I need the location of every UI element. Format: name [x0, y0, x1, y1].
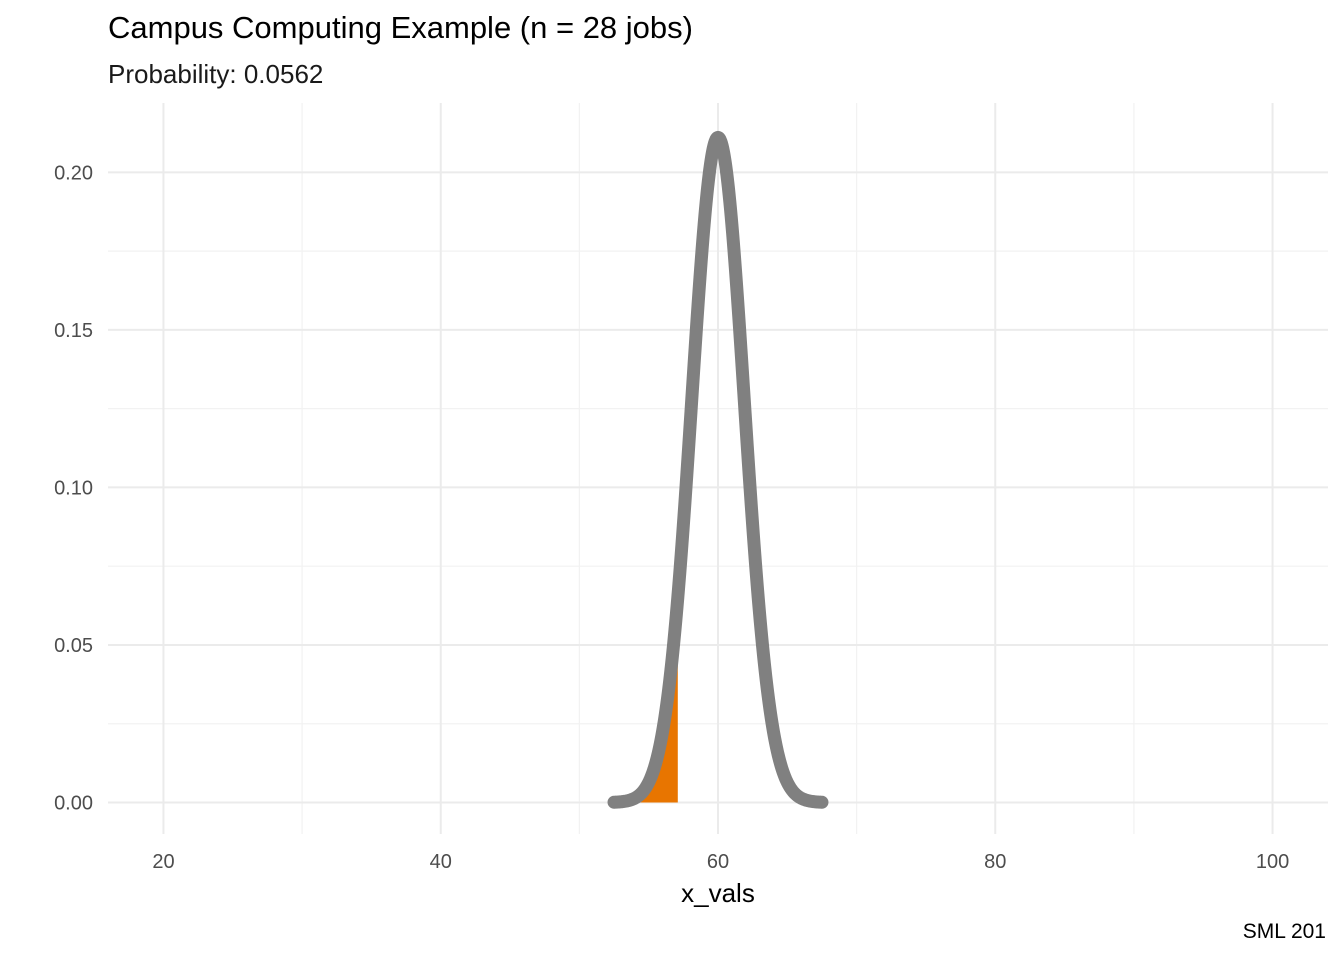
x-tick-label: 20: [152, 851, 174, 873]
y-tick-label: 0.00: [54, 792, 93, 814]
chart-caption: SML 201: [1242, 920, 1326, 943]
x-axis-title: x_vals: [681, 878, 755, 908]
x-axis-tick-labels: 20 40 60 80 100: [152, 851, 1289, 873]
x-tick-label: 60: [707, 851, 729, 873]
y-axis-tick-labels: 0.00 0.05 0.10 0.15 0.20: [54, 162, 93, 814]
y-tick-label: 0.05: [54, 635, 93, 657]
grid-major: [108, 103, 1328, 834]
chart-title: Campus Computing Example (n = 28 jobs): [108, 10, 693, 45]
x-tick-label: 40: [430, 851, 452, 873]
chart-subtitle: Probability: 0.0562: [108, 59, 324, 89]
y-tick-label: 0.10: [54, 477, 93, 499]
density-curve: [607, 130, 829, 809]
x-tick-label: 100: [1256, 851, 1289, 873]
y-tick-label: 0.20: [54, 162, 93, 184]
x-tick-label: 80: [984, 851, 1006, 873]
y-tick-label: 0.15: [54, 320, 93, 342]
